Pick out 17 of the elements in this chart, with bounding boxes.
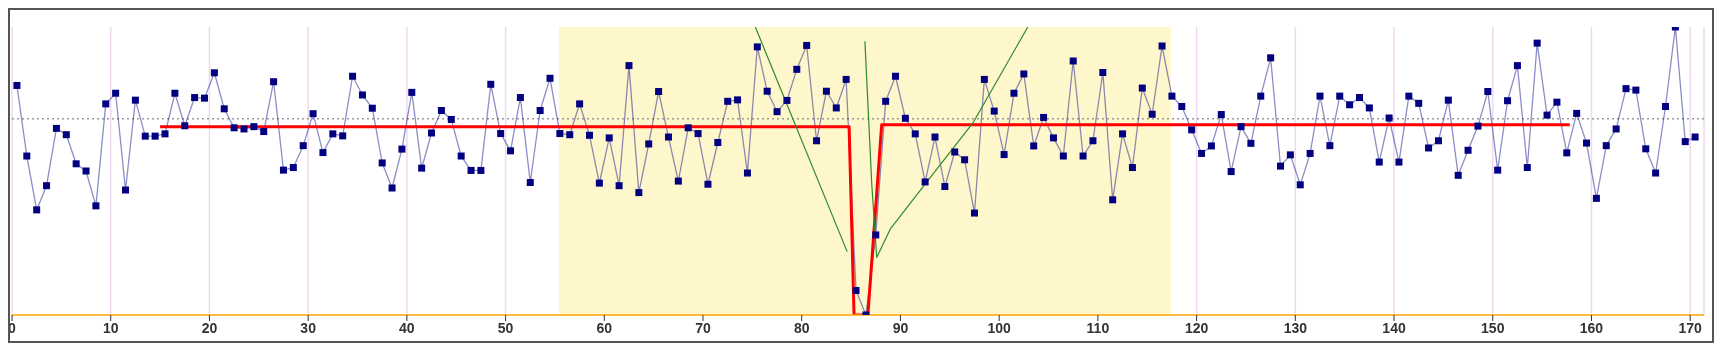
- x-tick-label: 140: [1382, 319, 1406, 336]
- x-tick-label: 80: [793, 319, 810, 336]
- x-tick-label: 40: [399, 319, 415, 336]
- x-tick-label: 60: [596, 319, 613, 336]
- x-tick-label: 110: [1086, 319, 1110, 336]
- x-tick-label: 120: [1184, 319, 1209, 336]
- x-tick-label: 90: [892, 319, 909, 336]
- x-tick-label: 30: [300, 319, 317, 336]
- x-tick-label: 160: [1579, 319, 1604, 336]
- x-tick-label: 20: [201, 319, 218, 336]
- x-tick-label: 100: [987, 319, 1012, 336]
- x-tick-label: 170: [1678, 319, 1703, 336]
- x-tick-label: 50: [497, 319, 514, 336]
- x-tick-label: 150: [1481, 319, 1505, 336]
- x-tick-label: 10: [102, 319, 119, 336]
- x-tick-label: 130: [1283, 319, 1308, 336]
- x-tick-label: 70: [695, 319, 712, 336]
